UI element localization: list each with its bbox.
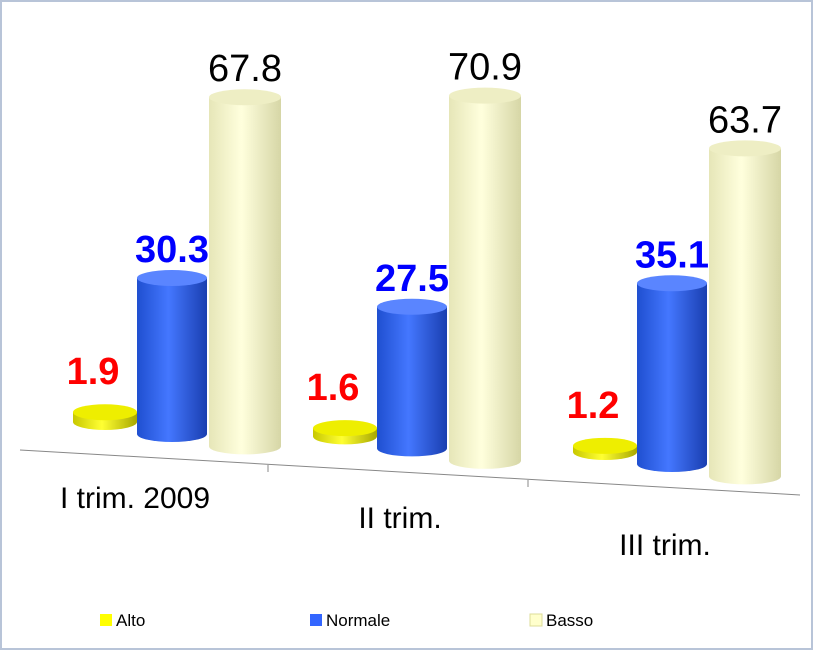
bar-body bbox=[137, 277, 207, 443]
bar-top bbox=[709, 140, 781, 157]
bar-body bbox=[377, 306, 447, 457]
bar-top bbox=[73, 404, 137, 421]
legend-swatch bbox=[100, 614, 112, 626]
data-label: 30.3 bbox=[135, 229, 209, 271]
x-tick-label: I trim. 2009 bbox=[60, 482, 210, 515]
data-label: 1.9 bbox=[67, 351, 120, 393]
data-label: 67.8 bbox=[208, 48, 282, 90]
bar bbox=[709, 140, 781, 485]
x-tick-label: II trim. bbox=[358, 502, 441, 535]
bar-body bbox=[209, 97, 281, 455]
data-label: 1.2 bbox=[567, 385, 620, 427]
data-label: 35.1 bbox=[635, 234, 709, 276]
legend-label: Alto bbox=[116, 611, 145, 630]
bar-top bbox=[449, 87, 521, 104]
legend-swatch bbox=[310, 614, 322, 626]
bar-top bbox=[637, 275, 707, 292]
legend-label: Basso bbox=[546, 611, 593, 630]
bar-top bbox=[137, 269, 207, 286]
bar-top bbox=[377, 298, 447, 315]
bar-body bbox=[449, 95, 521, 469]
legend-label: Normale bbox=[326, 611, 390, 630]
bar bbox=[637, 275, 707, 473]
bar bbox=[573, 437, 637, 460]
bar bbox=[209, 89, 281, 455]
data-label: 1.6 bbox=[307, 367, 360, 409]
bar bbox=[73, 404, 137, 430]
bar-body bbox=[709, 148, 781, 485]
bar bbox=[137, 269, 207, 443]
x-tick-label: III trim. bbox=[619, 529, 711, 562]
data-label: 27.5 bbox=[375, 258, 449, 300]
bar bbox=[313, 420, 377, 445]
floor-line bbox=[19, 449, 801, 496]
data-label: 70.9 bbox=[448, 47, 522, 89]
legend-swatch bbox=[529, 613, 543, 627]
bar-top bbox=[573, 437, 637, 454]
bar bbox=[377, 298, 447, 457]
bar bbox=[449, 87, 521, 469]
data-label: 63.7 bbox=[708, 99, 782, 141]
bar-body bbox=[637, 283, 707, 473]
bar-top bbox=[313, 420, 377, 437]
bar-top bbox=[209, 89, 281, 106]
